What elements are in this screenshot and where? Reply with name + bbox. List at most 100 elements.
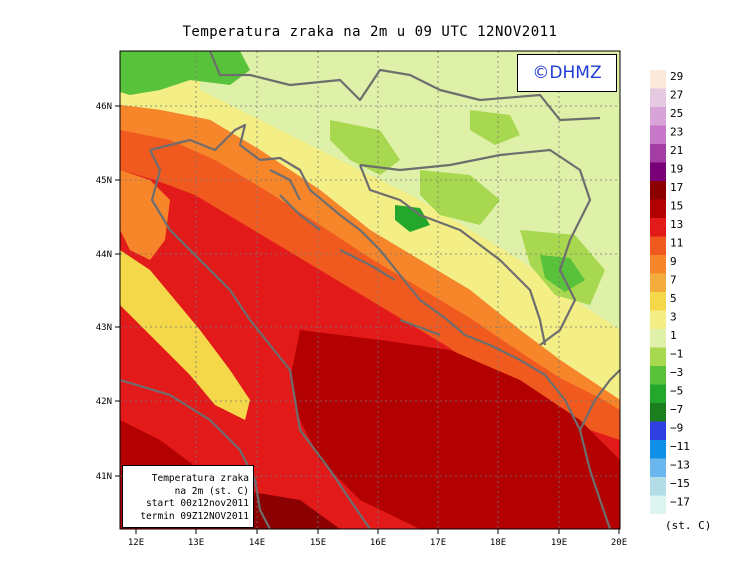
legend-label: 1 (670, 329, 677, 342)
legend-colorbar (650, 70, 666, 514)
coastal-warmer-band (120, 130, 620, 440)
lon-tick-18E: 18E (490, 538, 506, 548)
lat-tick-marks (115, 105, 120, 477)
legend-label: 21 (670, 144, 683, 157)
legend-label: −7 (670, 403, 683, 416)
italy-south-coast (120, 378, 271, 529)
temperature-field (120, 51, 620, 529)
legend-swatch (650, 162, 666, 181)
legend-unit: (st. C) (665, 519, 711, 532)
legend-swatch (650, 292, 666, 311)
legend-swatch (650, 88, 666, 107)
dhmz-logo: ©DHMZ (517, 54, 617, 92)
cold-patch-2 (420, 170, 500, 225)
legend-swatch (650, 125, 666, 144)
legend-label: 5 (670, 292, 677, 305)
hot-core (290, 330, 620, 529)
cold-patch-6 (470, 110, 520, 145)
legend-swatch (650, 236, 666, 255)
island-4 (399, 318, 441, 337)
legend-labels: 29 27 25 23 21 19 17 15 13 11 9 7 5 3 1 −1 −3 −5 −7 −9 −11 −1… (670, 70, 690, 509)
legend-swatch (650, 384, 666, 403)
info-box: Temperatura zraka na 2m (st. C) start 00… (122, 465, 254, 528)
info-line-3: start 00z12nov2011 (146, 498, 249, 509)
legend-swatch (650, 421, 666, 440)
legend-label: 29 (670, 70, 683, 83)
cold-patch-1 (330, 120, 400, 175)
info-line-1: Temperatura zraka (151, 473, 249, 484)
lon-tick-13E: 13E (188, 538, 204, 548)
legend-swatch (650, 310, 666, 329)
italy-cool-patch (120, 250, 250, 420)
legend-label: 13 (670, 218, 683, 231)
lon-tick-14E: 14E (249, 538, 265, 548)
coastlines-and-borders (120, 51, 620, 529)
grid-lines (120, 51, 620, 529)
croatia-coastline (149, 123, 612, 529)
northern-border (208, 51, 601, 122)
legend-swatch (650, 495, 666, 514)
map-frame (119, 50, 621, 530)
lon-tick-17E: 17E (430, 538, 446, 548)
land-cold-zone (200, 51, 620, 330)
legend-swatch (650, 181, 666, 200)
bosnia-west-border (358, 164, 547, 346)
legend-label: 3 (670, 311, 677, 324)
legend-swatch (650, 144, 666, 163)
legend-label: 19 (670, 163, 683, 176)
lon-tick-12E: 12E (128, 538, 144, 548)
legend-label: 27 (670, 89, 683, 102)
island-1 (269, 169, 301, 201)
legend-swatch (650, 70, 666, 89)
info-line-4: termin 09Z12NOV2011 (140, 510, 249, 522)
legend-swatch (650, 329, 666, 348)
legend-label: 17 (670, 181, 683, 194)
legend-swatch (650, 366, 666, 385)
island-3 (339, 249, 396, 281)
map-title: Temperatura zraka na 2m u 09 UTC 12NOV20… (182, 24, 558, 40)
legend-swatch (650, 107, 666, 126)
lat-tick-labels: 41N 42N 43N 44N 45N 46N (96, 102, 112, 482)
lon-tick-marks (135, 529, 620, 534)
lon-tick-labels: 12E 13E 14E 15E 16E 17E 18E 19E 20E (128, 538, 627, 548)
legend-label: −13 (670, 459, 690, 472)
cold-patch-5 (395, 205, 430, 232)
legend-label: 15 (670, 200, 683, 213)
legend-label: 25 (670, 107, 683, 120)
legend-label: −17 (670, 496, 690, 509)
lat-tick-41N: 41N (96, 472, 112, 482)
island-2 (279, 194, 321, 231)
lon-tick-16E: 16E (370, 538, 386, 548)
legend-label: −9 (670, 422, 683, 435)
legend-label: −15 (670, 477, 690, 490)
legend-swatch (650, 440, 666, 459)
legend-swatch (650, 273, 666, 292)
lat-tick-44N: 44N (96, 250, 112, 260)
lat-tick-45N: 45N (96, 176, 112, 186)
bosnia-border (359, 148, 592, 346)
italy-north-warm (120, 170, 170, 260)
legend-swatch (650, 477, 666, 496)
legend-label: 23 (670, 126, 683, 139)
legend-swatch (650, 403, 666, 422)
lon-tick-20E: 20E (611, 538, 627, 548)
legend-swatch (650, 458, 666, 477)
italy-coastline (149, 149, 371, 529)
lat-tick-46N: 46N (96, 102, 112, 112)
legend-label: 7 (670, 274, 677, 287)
legend-label: −5 (670, 385, 683, 398)
lat-tick-43N: 43N (96, 323, 112, 333)
legend-swatch (650, 347, 666, 366)
legend-swatch (650, 218, 666, 237)
legend-swatch (650, 255, 666, 274)
legend-label: 9 (670, 255, 677, 268)
lon-tick-15E: 15E (310, 538, 326, 548)
legend-swatch (650, 199, 666, 218)
legend-label: −1 (670, 348, 683, 361)
legend-label: −11 (670, 440, 690, 453)
legend-label: 11 (670, 237, 683, 250)
albania-border (579, 369, 620, 431)
lat-tick-42N: 42N (96, 397, 112, 407)
lon-tick-19E: 19E (551, 538, 567, 548)
